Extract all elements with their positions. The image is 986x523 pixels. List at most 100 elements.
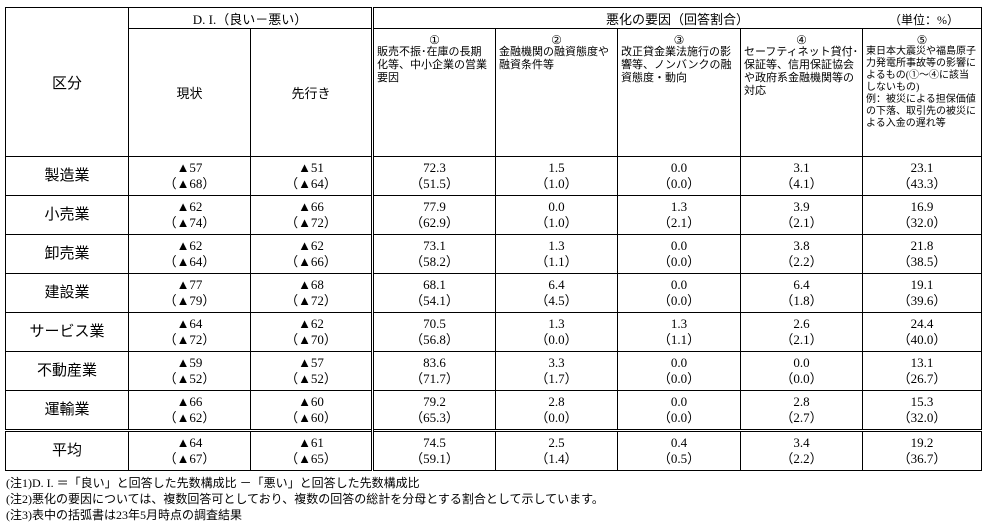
cell-previous-value: （▲65） [285,451,337,466]
row-category: 小売業 [5,195,129,235]
cell-previous-value: （▲64） [285,176,337,191]
table-row: 不動産業 ▲59 （▲52） ▲57 （▲52） 83.6 （71.7） 3.3 （1.7） 0.… [5,351,983,391]
cell-previous-value: （▲67） [163,451,216,466]
table-cell: 19.2 （36.7） [861,429,983,471]
factor-number: ⑤ [916,32,928,47]
table-cell: ▲62 （▲66） [250,234,373,274]
table-cell: ▲66 （▲62） [128,390,251,431]
category-header: 区分 [5,7,129,157]
table-cell: 1.5 （1.0） [495,156,618,196]
cell-value: ▲57 [298,355,324,370]
cell-previous-value: （32.0） [897,410,947,425]
table-cell: ▲62 （▲64） [128,234,251,274]
factor-example: 例：被災による担保価値の下落、取引先の被災による入金の遅れ等 [866,93,976,129]
factor-header: ⑤ 東日本大震災や福島原子力発電所事故等の影響によるもの(①～④に該当しないもの)… [861,28,983,157]
table-cell: ▲64 （▲67） [128,429,251,471]
table-cell: 1.3 （2.1） [617,195,741,235]
row-category: 不動産業 [5,351,129,391]
cell-value: ▲66 [176,394,203,409]
cell-previous-value: （▲72） [163,332,216,347]
factor-number: ① [429,32,440,47]
cell-previous-value: （2.1） [657,215,701,230]
cell-previous-value: （40.0） [897,332,947,347]
cell-previous-value: （2.1） [780,332,823,347]
table-cell: ▲51 （▲64） [250,156,373,196]
column-header: 先行き [250,28,373,157]
cell-previous-value: （▲52） [285,371,337,386]
cell-previous-value: （0.0） [780,371,823,386]
cell-value: 2.8 [793,394,810,409]
cell-previous-value: （0.0） [535,332,578,347]
cell-value: 79.2 [423,394,446,409]
table-cell: 3.8 （2.2） [740,234,863,274]
cell-previous-value: （▲74） [163,215,216,230]
cell-previous-value: （4.1） [780,176,823,191]
table-row: 製造業 ▲57 （▲68） ▲51 （▲64） 72.3 （51.5） 1.5 （1.0） 0.0… [5,156,983,196]
cell-value: 3.8 [793,238,810,253]
cell-previous-value: （51.5） [410,176,459,191]
cell-value: 19.1 [910,277,934,292]
cell-previous-value: （▲68） [163,176,216,191]
table-cell: 0.0 （0.0） [740,351,863,391]
row-category: 平均 [5,429,129,471]
cell-previous-value: （39.6） [897,293,947,308]
cell-previous-value: （2.2） [780,254,823,269]
row-category: サービス業 [5,312,129,352]
cell-value: 6.4 [548,277,565,292]
note: (注1)D. I. ＝「良い」と回答した先数構成比 －「悪い」と回答した先数構成… [6,476,420,490]
row-category: 卸売業 [5,234,129,274]
cell-value: 0.0 [670,160,688,175]
cell-value: 0.0 [793,355,810,370]
factors-title: 悪化の要因（回答割合） [606,11,750,27]
cell-value: ▲66 [298,199,324,214]
table-cell: 3.4 （2.2） [740,429,863,471]
table-cell: 70.5 （56.8） [371,312,496,352]
table-cell: 3.9 （2.1） [740,195,863,235]
table-cell: ▲64 （▲72） [128,312,251,352]
cell-value: 23.1 [910,160,934,175]
cell-previous-value: （0.0） [657,176,701,191]
cell-previous-value: （32.0） [897,215,947,230]
cell-value: ▲57 [176,160,203,175]
cell-previous-value: （43.3） [897,176,947,191]
factor-description: ① 販売不振･在庫の長期化等、中小企業の営業要因 [374,34,495,152]
cell-value: 3.1 [793,160,810,175]
cell-previous-value: （2.7） [780,410,823,425]
note: (注2)悪化の要因については、複数回答可としており、複数の回答の総計を分母とする… [6,492,604,506]
table-cell: ▲59 （▲52） [128,351,251,391]
cell-value: 21.8 [910,238,934,253]
cell-value: 2.5 [548,435,565,450]
table-cell: ▲57 （▲68） [128,156,251,196]
cell-previous-value: （▲79） [163,293,216,308]
cell-previous-value: （2.1） [780,215,823,230]
cell-previous-value: （56.8） [410,332,459,347]
table-cell: ▲61 （▲65） [250,429,373,471]
cell-value: ▲64 [176,316,203,331]
cell-value: ▲59 [176,355,203,370]
cell-value: 0.0 [548,199,565,214]
factor-label: 金融機関の融資態度や融資条件等 [499,45,609,71]
factor-number: ④ [796,32,807,47]
cell-previous-value: （26.7） [897,371,947,386]
cell-previous-value: （54.1） [410,293,459,308]
cell-previous-value: （▲60） [285,410,337,425]
unit-label: （単位：%） [889,13,960,27]
table-row: 運輸業 ▲66 （▲62） ▲60 （▲60） 79.2 （65.3） 2.8 （0.0） 0.0… [5,390,983,431]
row-category: 製造業 [5,156,129,196]
factor-description: ④ セーフティネット貸付･保証等、信用保証協会や政府系金融機関等の対応 [741,34,862,152]
table-cell: 3.1 （4.1） [740,156,863,196]
cell-previous-value: （36.7） [897,451,947,466]
factor-header: ④ セーフティネット貸付･保証等、信用保証協会や政府系金融機関等の対応 [740,28,863,157]
cell-previous-value: （1.0） [535,215,578,230]
factor-description: ⑤ 東日本大震災や福島原子力発電所事故等の影響によるもの(①～④に該当しないもの)… [863,34,981,152]
header-row: 区分 D. I.（良い－悪い） 悪化の要因（回答割合） （単位：%） [5,7,983,157]
table-cell: 19.1 （39.6） [861,273,983,313]
table-cell: 15.3 （32.0） [861,390,983,431]
cell-previous-value: （▲72） [285,293,337,308]
cell-value: 6.4 [793,277,810,292]
cell-previous-value: （▲72） [285,215,337,230]
cell-previous-value: （0.0） [657,254,701,269]
table-cell: 24.4 （40.0） [861,312,983,352]
table-cell: 1.3 （0.0） [495,312,618,352]
